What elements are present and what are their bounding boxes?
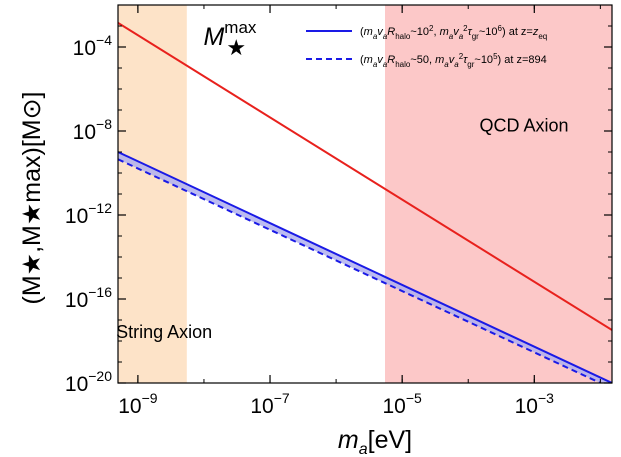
annotation-string-axion: String Axion	[116, 322, 212, 342]
y-tick-label: 10−4	[73, 32, 113, 60]
series-z894	[118, 158, 601, 383]
x-tick-label: 10−7	[250, 390, 290, 418]
region-string-axion	[118, 5, 187, 383]
y-tick-label: 10−16	[65, 284, 112, 312]
region-qcd-axion	[385, 5, 612, 383]
legend-label: (mavaRhalo~50, mava2τgr~105) at z=894	[360, 52, 547, 69]
y-tick-label: 10−8	[73, 116, 113, 144]
series-mstar-max	[118, 22, 612, 331]
x-tick-label: 10−9	[118, 390, 158, 418]
y-tick-label: 10−12	[65, 200, 112, 228]
y-axis-label: (M★,M★max)[M⊙]	[18, 92, 46, 305]
series-zeq	[118, 151, 612, 383]
x-axis-label: ma[eV]	[338, 426, 412, 457]
annotation-mstar-max: Mmax ★	[203, 18, 256, 60]
plot-area	[118, 5, 612, 383]
y-tick-label: 10−20	[65, 368, 112, 396]
annotation-qcd-axion: QCD Axion	[480, 116, 569, 136]
legend-label: (mavaRhalo~102, mava2τgr~106) at z=zeq	[360, 24, 547, 41]
legend: (mavaRhalo~102, mava2τgr~106) at z=zeq (m…	[306, 24, 547, 69]
x-tick-label: 10−5	[382, 390, 422, 418]
x-tick-label: 10−3	[515, 390, 555, 418]
